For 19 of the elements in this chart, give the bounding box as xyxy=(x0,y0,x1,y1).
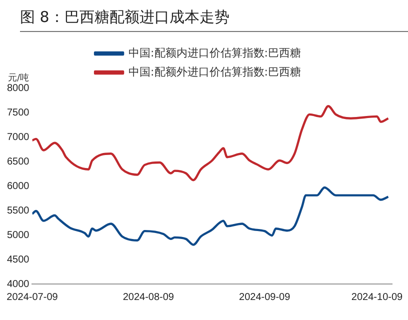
line-series xyxy=(32,186,390,246)
line-series xyxy=(32,105,390,182)
x-tick-label: 2024-10-09 xyxy=(351,292,404,303)
chart-title: 图 8：巴西糖配额进口成本走势 xyxy=(20,8,408,32)
y-tick-label: 5000 xyxy=(6,230,30,241)
y-tick-label: 7500 xyxy=(6,107,30,118)
y-tick-label: 5500 xyxy=(6,205,30,216)
legend-label: 中国:配额外进口价估算指数:巴西糖 xyxy=(128,65,301,78)
y-tick-label: 6500 xyxy=(6,156,30,168)
y-tick-label: 6000 xyxy=(6,180,30,192)
y-axis-title: 元/吨 xyxy=(8,72,30,84)
y-tick-label: 4000 xyxy=(6,278,30,290)
y-tick-label: 8000 xyxy=(6,82,30,94)
y-tick-label: 7000 xyxy=(6,132,30,143)
x-tick-label: 2024-08-09 xyxy=(122,292,174,303)
legend-label: 中国:配额内进口价估算指数:巴西糖 xyxy=(128,46,301,60)
x-tick-label: 2024-07-09 xyxy=(6,292,58,303)
y-tick-label: 4500 xyxy=(6,254,30,266)
x-tick-label: 2024-09-09 xyxy=(239,292,291,303)
